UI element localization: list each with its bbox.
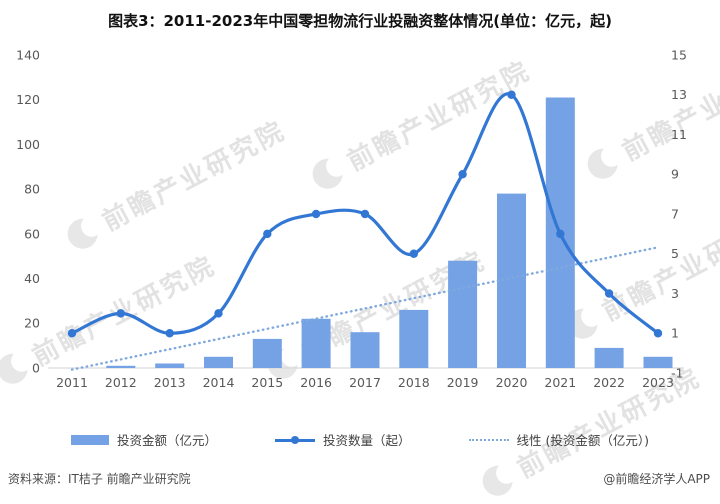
legend-item-investment-amount: 投资金额（亿元）: [70, 430, 217, 449]
line-point-2015: [263, 229, 272, 239]
left-axis-tick-label: 80: [24, 182, 40, 197]
bar-2018: [399, 309, 429, 368]
line-point-2023: [653, 329, 663, 338]
bar-2020: [497, 193, 526, 368]
source-note: 资料来源：IT桔子 前瞻产业研究院: [8, 472, 191, 486]
x-axis-tick-label: 2018: [398, 375, 430, 390]
bar-2012: [106, 365, 136, 368]
line-point-2014: [214, 309, 223, 318]
x-axis-tick-label: 2013: [154, 375, 186, 390]
legend-item-investment-count: 投资数量（起）: [275, 430, 411, 449]
x-axis-tick-label: 2014: [203, 375, 235, 390]
line-point-2011: [67, 329, 77, 338]
line-point-2016: [311, 209, 321, 219]
x-axis-tick-label: 2021: [544, 375, 576, 390]
right-axis-tick-label: 9: [671, 167, 679, 182]
chart-legend: 投资金额（亿元） 投资数量（起） 线性 (投资金额（亿元）): [0, 430, 720, 449]
left-axis-tick-label: 40: [24, 271, 40, 286]
credit-note: @前瞻经济学人APP: [603, 472, 710, 486]
bar-2022: [594, 347, 624, 368]
line-point-2019: [458, 170, 467, 179]
line-point-2022: [604, 289, 614, 298]
left-axis-tick-label: 100: [16, 137, 40, 152]
bar-2014: [204, 356, 233, 368]
line-point-2017: [360, 209, 370, 219]
bar-2016: [301, 318, 331, 368]
legend-label: 投资金额（亿元）: [116, 433, 217, 448]
chart-footer: 资料来源：IT桔子 前瞻产业研究院 @前瞻经济学人APP: [0, 470, 720, 487]
legend-label: 投资数量（起）: [323, 433, 411, 448]
left-axis-tick-label: 140: [16, 47, 40, 62]
bar-2023: [643, 356, 673, 368]
right-axis-tick-label: 3: [671, 286, 679, 301]
left-axis-tick-label: 120: [16, 92, 40, 107]
legend-label: 线性 (投资金额（亿元）): [516, 433, 649, 448]
x-axis-tick-label: 2022: [593, 375, 625, 390]
bar-2019: [448, 260, 478, 368]
right-axis-tick-label: -1: [671, 365, 683, 380]
line-point-2012: [116, 309, 126, 318]
right-axis-tick-label: 5: [671, 246, 679, 261]
x-axis-tick-label: 2017: [349, 375, 381, 390]
right-axis-tick-label: 1: [671, 326, 679, 341]
right-axis-tick-label: 13: [671, 87, 687, 102]
right-axis-tick-label: 7: [671, 206, 679, 221]
x-axis-tick-label: 2016: [300, 375, 332, 390]
right-axis-tick-label: 15: [671, 47, 687, 62]
x-axis-tick-label: 2023: [642, 375, 674, 390]
left-axis-tick-label: 0: [32, 360, 40, 375]
x-axis-tick-label: 2020: [496, 375, 528, 390]
line-point-2021: [556, 229, 565, 239]
line-point-2013: [165, 329, 174, 338]
x-axis-tick-label: 2011: [56, 375, 88, 390]
line-point-2018: [409, 249, 418, 258]
dotted-line-swatch-icon: [468, 438, 509, 441]
bar-swatch-icon: [70, 434, 109, 445]
right-axis-tick-label: 11: [671, 127, 687, 142]
bar-2015: [252, 338, 282, 368]
trend-line: [70, 246, 660, 371]
chart-title: 图表3：2011-2023年中国零担物流行业投融资整体情况(单位：亿元，起): [108, 12, 612, 30]
x-axis-tick-label: 2015: [251, 375, 283, 390]
bar-2017: [350, 332, 380, 368]
x-axis-tick-label: 2012: [105, 375, 137, 390]
left-axis-tick-label: 20: [24, 316, 40, 331]
x-axis-tick-label: 2019: [447, 375, 479, 390]
line-point-2020: [507, 90, 516, 99]
left-axis-tick-label: 60: [24, 226, 40, 241]
bar-2013: [155, 363, 185, 368]
legend-item-linear-trend: 线性 (投资金额（亿元）): [468, 430, 649, 449]
line-swatch-icon: [275, 435, 315, 445]
